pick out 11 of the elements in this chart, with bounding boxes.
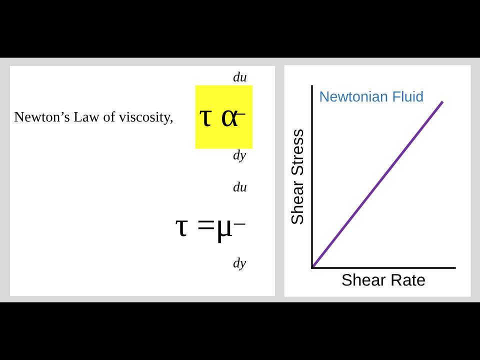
x-axis-title: Shear Rate [342, 274, 425, 286]
text: dy [233, 150, 246, 162]
text: Newton’s Law of viscosity, [14, 111, 173, 125]
text: du [233, 72, 246, 82]
text: τ =μ [176, 220, 232, 244]
text: dy [233, 258, 246, 270]
chart-title: Newtonian Fluid [320, 90, 423, 102]
text: du [233, 182, 246, 192]
y-axis-title: Shear Stress [290, 129, 304, 224]
text: τ α [200, 110, 238, 126]
text: – [234, 224, 246, 225]
